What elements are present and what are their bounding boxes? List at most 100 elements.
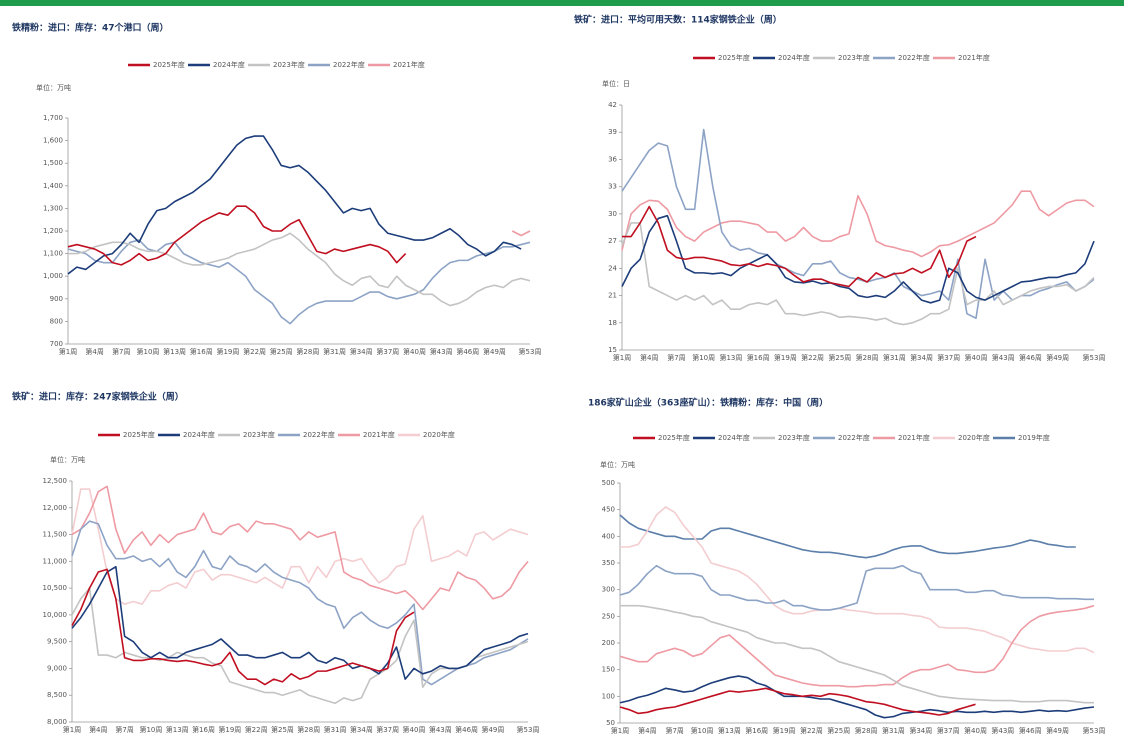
y-tick-label: 450: [602, 506, 615, 514]
x-tick-label: 第25周: [828, 353, 851, 362]
legend-label: 2021年度: [363, 430, 395, 439]
x-tick-label: 第10周: [139, 725, 162, 734]
legend-label: 2023年度: [838, 53, 870, 62]
x-tick-label: 第53周: [519, 347, 542, 356]
legend-label: 2022年度: [838, 433, 870, 442]
x-tick-label: 第40周: [403, 725, 426, 734]
legend-label: 2025年度: [153, 60, 185, 69]
y-tick-label: 9,500: [47, 638, 67, 646]
y-tick-label: 12,000: [43, 504, 68, 512]
series-line: [71, 565, 529, 680]
x-tick-label: 第4周: [85, 347, 103, 356]
y-tick-label: 42: [608, 101, 617, 109]
x-tick-label: 第34周: [910, 353, 933, 362]
y-tick-label: 10,500: [43, 584, 68, 592]
x-tick-label: 第43周: [992, 353, 1015, 362]
x-tick-label: 第19周: [773, 726, 796, 735]
x-tick-label: 第53周: [1083, 353, 1106, 362]
series-line: [68, 232, 531, 307]
legend-label: 2024年度: [183, 430, 215, 439]
series-line: [619, 564, 1094, 611]
series-line: [71, 520, 529, 686]
x-tick-label: 第31周: [883, 353, 906, 362]
x-tick-label: 第4周: [638, 726, 656, 735]
x-tick-label: 第19周: [216, 347, 239, 356]
y-tick-label: 1,600: [43, 137, 63, 145]
x-tick-label: 第16周: [192, 725, 215, 734]
legend-label: 2024年度: [778, 53, 810, 62]
legend-label: 2021年度: [898, 433, 930, 442]
series-line: [620, 604, 1094, 704]
series-line: [622, 205, 977, 288]
y-tick-label: 9,000: [47, 664, 67, 672]
series-line: [619, 514, 1076, 559]
y-tick-label: 12,500: [43, 477, 68, 485]
x-tick-label: 第40周: [965, 353, 988, 362]
x-tick-label: 第25周: [271, 725, 294, 734]
x-tick-label: 第1周: [59, 347, 77, 356]
x-tick-label: 第1周: [611, 726, 629, 735]
x-tick-label: 第28周: [855, 726, 878, 735]
series-line: [621, 214, 1095, 304]
y-tick-label: 500: [602, 479, 615, 487]
top-bar: [0, 0, 1124, 6]
x-tick-label: 第49周: [1046, 726, 1069, 735]
x-tick-label: 第40周: [964, 726, 987, 735]
series-line: [67, 135, 522, 275]
y-tick-label: 1,700: [43, 114, 63, 122]
chart: 铁矿：进口：平均可用天数：114家钢铁企业（周） 单位：日 15 18 21 24 27…: [574, 14, 1106, 363]
x-tick-label: 第22周: [801, 353, 824, 362]
y-tick-label: 33: [608, 183, 617, 191]
series-line: [71, 485, 529, 611]
series-line: [619, 604, 1095, 688]
y-tick-label: 11,000: [43, 557, 68, 565]
x-tick-label: 第7周: [665, 726, 683, 735]
y-tick-label: 8,500: [47, 691, 67, 699]
x-tick-label: 第22周: [243, 347, 266, 356]
y-tick-label: 15: [608, 346, 617, 354]
x-tick-label: 第46周: [455, 725, 478, 734]
x-tick-label: 第53周: [517, 725, 540, 734]
legend-label: 2023年度: [273, 60, 305, 69]
legend-label: 2022年度: [303, 430, 335, 439]
series-line: [71, 587, 529, 705]
x-tick-label: 第43周: [430, 347, 453, 356]
legend-label: 2021年度: [393, 60, 425, 69]
x-tick-label: 第43周: [429, 725, 452, 734]
y-tick-label: 700: [50, 340, 63, 348]
unit-label: 单位：万吨: [36, 83, 71, 92]
y-tick-label: 8,000: [47, 718, 67, 726]
legend-label: 2025年度: [718, 53, 750, 62]
chart: 铁精粉：进口：库存：47个港口（周） 单位：万吨 700 800 900 1,000 1…: [12, 22, 542, 357]
x-tick-label: 第7周: [112, 347, 130, 356]
x-tick-label: 第7周: [667, 353, 685, 362]
unit-label: 单位：万吨: [600, 460, 635, 469]
series-line: [621, 222, 1095, 326]
y-tick-label: 300: [602, 586, 615, 594]
x-tick-label: 第19周: [774, 353, 797, 362]
y-tick-label: 18: [608, 319, 617, 327]
x-tick-label: 第34周: [350, 347, 373, 356]
x-tick-label: 第34周: [909, 726, 932, 735]
legend-label: 2024年度: [213, 60, 245, 69]
legend-label: 2022年度: [333, 60, 365, 69]
legend-label: 2021年度: [958, 53, 990, 62]
x-tick-label: 第43周: [991, 726, 1014, 735]
x-tick-label: 第25周: [827, 726, 850, 735]
series-line: [511, 230, 531, 237]
legend-label: 2025年度: [123, 430, 155, 439]
x-tick-label: 第7周: [115, 725, 133, 734]
y-tick-label: 24: [608, 264, 617, 272]
x-tick-label: 第37周: [376, 725, 399, 734]
y-tick-label: 1,400: [43, 182, 63, 190]
y-tick-label: 200: [602, 639, 615, 647]
x-tick-label: 第13周: [163, 347, 186, 356]
x-tick-label: 第13周: [718, 726, 741, 735]
x-tick-label: 第31周: [323, 347, 346, 356]
legend-label: 2023年度: [778, 433, 810, 442]
y-tick-label: 21: [608, 292, 617, 300]
y-tick-label: 350: [602, 559, 615, 567]
x-tick-label: 第1周: [63, 725, 81, 734]
x-tick-label: 第13周: [166, 725, 189, 734]
